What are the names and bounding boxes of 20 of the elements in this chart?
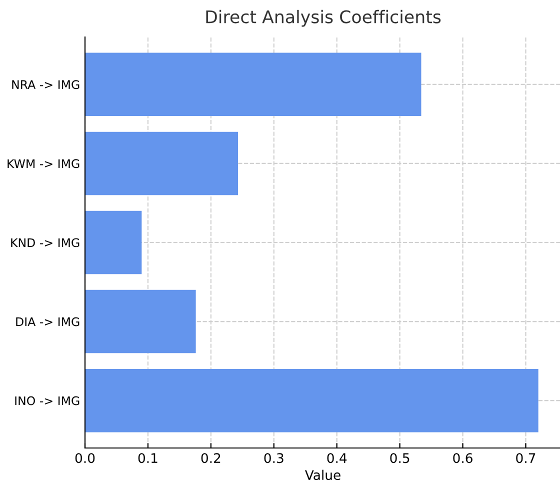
x-tick-label: 0.5: [390, 453, 410, 464]
y-tick-label: KND -> IMG: [11, 238, 80, 248]
bar: [85, 290, 196, 354]
bar: [85, 52, 422, 116]
y-tick-label: NRA -> IMG: [12, 80, 80, 90]
x-tick-label: 0.3: [264, 453, 284, 464]
x-tick-label: 0.4: [327, 453, 347, 464]
x-tick-label: 0.7: [516, 453, 536, 464]
y-tick-label: INO -> IMG: [15, 396, 80, 406]
y-tick-label: DIA -> IMG: [16, 317, 80, 326]
chart-title: Direct Analysis Coefficients: [206, 10, 441, 27]
bar: [85, 368, 538, 432]
x-tick-label: 0.0: [75, 453, 95, 464]
x-tick-label: 0.2: [201, 453, 220, 464]
x-tick-label: 0.1: [138, 453, 158, 464]
bar: [85, 132, 238, 196]
x-tick-label: 0.6: [453, 453, 472, 464]
y-tick-label: KWM -> IMG: [8, 159, 80, 168]
x-axis-title: Value: [304, 470, 340, 480]
bar: [85, 210, 142, 274]
